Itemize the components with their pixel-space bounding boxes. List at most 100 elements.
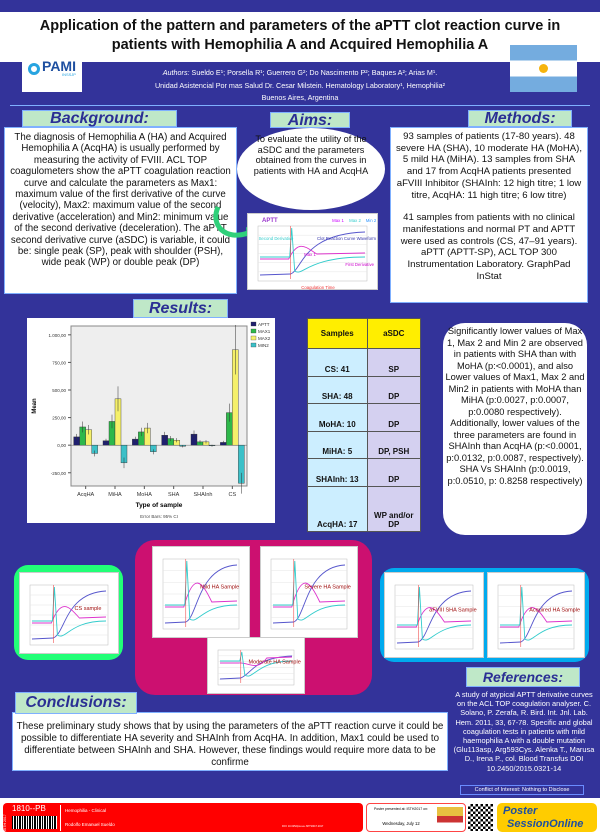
table-row: AcqHA: 17 WP and/or DP [307,485,422,533]
sample-curve-figure: Mild HA Sample [152,546,250,638]
second-derivative-curve [220,651,293,677]
qr-code[interactable] [468,804,493,831]
y-tick-label: 1.000,00 [48,333,66,338]
title-band [0,12,600,62]
authors-list: Sueldo E¹; Porsella R¹; Guerrero G²; Do … [191,68,438,77]
sample-curve-svg: Moderate HA Sample [217,649,301,686]
methods-box: 93 samples of patients (17-80 years). 48… [390,127,588,303]
table-row: SHA: 48 DP [307,375,422,405]
poster-session-online-logo[interactable]: Poster SessionOnline [497,803,597,832]
sample-curve-figure: Severe HA Sample [260,546,358,638]
legend-label: MIN2 [258,343,269,348]
footer-divider [60,805,61,831]
sample-curve-svg: aFVIII SHA Sample [394,584,477,650]
barcode [12,816,57,829]
table-row: MiHA: 5 DP, PSH [307,430,422,460]
first-derivative-curve [500,607,573,628]
figure-annotation: Max 2 [349,218,361,223]
presented-date: Wednesday, July 12 [382,821,420,826]
table-header: Samples [307,318,368,349]
pso-brand-2: SessionOnline [507,817,584,830]
isth-logo [437,807,463,829]
argentina-flag-icon [510,45,577,92]
footer-presenter: Rodolfo Emanuel Sueldo [65,822,115,827]
authors-label: Authors: [162,68,190,77]
sample-label: Moderate HA Sample [248,660,300,666]
footer-doi: DOI: 10.3252/pso.eu.ISTH2017.2017 [282,825,324,828]
sample-curve-figure: CS sample [19,572,119,654]
sample-curve-svg: Severe HA Sample [270,558,351,630]
legend-label: MAX2 [258,336,271,341]
divider [10,105,590,106]
bar-chart-svg: -250,00 0,00 250,00 500,00 750,00 1.000,00 Acq… [32,321,271,519]
x-tick-label: MoHA [137,492,153,498]
methods-para-1: 93 samples of patients (17-80 years). 48… [395,131,583,201]
table-cell: AcqHA: 17 [307,485,368,533]
sample-label: Acquired HA Sample [529,608,580,614]
poster-title: Application of the pattern and parameter… [0,17,600,55]
second-derivative-curve [165,560,238,621]
table-cell: DP [366,375,422,405]
conflict-of-interest: Conflict of Interest: Nothing to Disclos… [460,785,584,795]
logo-text: PAMI [42,58,76,74]
figure-title: APTT [262,218,278,224]
y-tick-label: -250,00 [51,471,67,476]
references-heading: References: [466,667,580,687]
clot-curve [272,564,346,624]
second-derivative-curve [397,586,472,641]
figure-annotation: Coagulation Time [301,285,335,290]
conclusions-heading: Conclusions: [15,692,137,714]
x-tick-label: SHA [168,492,180,498]
x-tick-label: AcqHA [77,492,94,498]
first-derivative-curve [220,656,293,666]
sample-curve-figure: Acquired HA Sample [487,572,585,658]
figure-annotation: First Derivative [345,262,374,267]
aims-heading: Aims: [270,112,350,129]
sample-curve-svg: Mild HA Sample [162,558,240,630]
first-derivative-curve [32,606,107,624]
legend-swatch [250,335,257,341]
plot-area [70,325,248,487]
second-derivative-curve [273,560,346,621]
table-cell: CS: 41 [307,348,368,377]
aims-text: To evaluate the utility of the aSDC and … [237,128,385,210]
legend-swatch [250,321,257,327]
footer-side-label: ISTH 2017 [3,814,7,831]
first-derivative-curve [260,245,366,260]
sample-label: CS sample [75,606,102,612]
legend-label: APTT [258,322,270,327]
flag-sun-icon [539,64,548,73]
location: Buenos Aires, Argentina [261,93,339,102]
table-cell: SHAInh: 13 [307,458,368,487]
pso-brand-1: Poster [503,805,538,817]
table-row: SHAInh: 13 DP [307,458,422,487]
title-line-1: Application of the pattern and parameter… [39,18,561,34]
presented-at: Poster presented at: ISTH2017 on: [373,807,429,811]
table-row: CS: 41 SP [307,348,422,377]
table-cell: DP [366,403,422,432]
table-cell: SP [366,348,422,377]
table-cell: MiHA: 5 [307,430,368,460]
table-cell: SHA: 48 [307,375,368,405]
affiliation: Unidad Asistencial Por mas Salud Dr. Ces… [154,81,446,90]
footer-category: Hemophilia - Clinical [65,808,107,813]
first-derivative-curve [397,607,472,628]
bar-chart: -250,00 0,00 250,00 500,00 750,00 1.000,00 Acq… [27,318,275,523]
methods-para-2: 41 samples from patients with no clinica… [400,212,578,282]
authors: Authors: Sueldo E¹; Porsella R¹; Guerrer… [95,68,505,77]
figure-annotation: Second Derivative [259,236,294,241]
aptt-curve-figure: APTT Max 1 Max 2 Min 2 Second Derivative Clot… [247,213,378,290]
background-text: The diagnosis of Hemophilia A (HA) and A… [4,127,237,294]
clot-curve [31,590,107,640]
x-tick-label: CS [229,492,237,498]
poster-code: 1810--PB [12,804,46,813]
second-derivative-curve [260,227,366,273]
footer-banner [3,803,363,832]
y-tick-label: 500,00 [52,388,66,393]
sample-curve-figure: Moderate HA Sample [207,637,305,694]
y-tick-label: 250,00 [52,416,66,421]
sample-label: Mild HA Sample [200,584,239,590]
figure-annotation: Max 1 [304,252,316,257]
figure-annotation: Clot Reaction Curve Waveform [317,236,376,241]
logo-ring-icon [28,62,41,75]
